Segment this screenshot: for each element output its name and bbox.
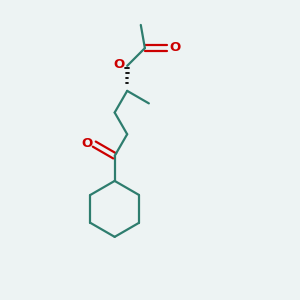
- Text: O: O: [169, 41, 181, 54]
- Text: O: O: [113, 58, 124, 71]
- Text: O: O: [81, 137, 92, 150]
